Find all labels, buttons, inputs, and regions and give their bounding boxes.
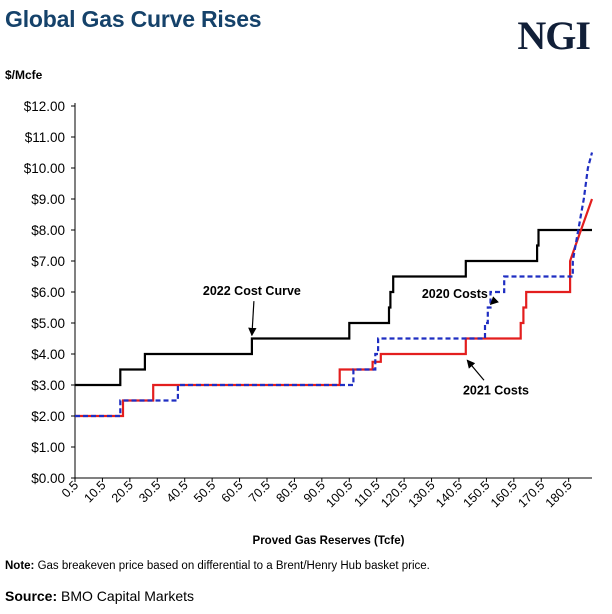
y-tick-label: $1.00 [31, 440, 65, 455]
y-tick-label: $5.00 [31, 316, 65, 331]
x-tick-label: 150.5 [461, 478, 493, 510]
x-tick-label: 80.5 [273, 478, 300, 505]
x-tick-label: 40.5 [164, 478, 191, 505]
ngi-logo: NGI [517, 13, 591, 58]
x-tick-label: 50.5 [191, 478, 218, 505]
x-tick-label: 30.5 [136, 478, 163, 505]
y-tick-label: $3.00 [31, 378, 65, 393]
y-tick-label: $8.00 [31, 223, 65, 238]
x-tick-label: 130.5 [406, 478, 438, 510]
y-axis-title: $/Mcfe [5, 68, 43, 82]
annotation-arrow [466, 359, 485, 381]
y-tick-label: $12.00 [24, 99, 65, 114]
source-label: Source: [5, 588, 58, 604]
note-label: Note: [5, 560, 35, 572]
x-tick-label: 120.5 [378, 478, 410, 510]
series-line-2020 [75, 152, 594, 418]
x-tick-label: 10.5 [81, 478, 108, 505]
y-tick-label: $9.00 [31, 192, 65, 207]
x-axis-title: Proved Gas Reserves (Tcfe) [253, 535, 405, 547]
x-tick-label: 110.5 [351, 478, 382, 509]
annotation-label: 2020 Costs [422, 287, 488, 301]
y-tick-label: $0.00 [31, 471, 65, 486]
annotation-label: 2022 Cost Curve [203, 284, 301, 298]
source-text: BMO Capital Markets [57, 588, 195, 604]
annotation-label: 2021 Costs [463, 383, 529, 397]
x-tick-label: 140.5 [433, 478, 465, 510]
source-line: Source: BMO Capital Markets [5, 588, 194, 604]
y-tick-label: $10.00 [24, 161, 65, 176]
x-tick-label: 180.5 [543, 478, 575, 510]
footnote: Note: Gas breakeven price based on diffe… [5, 560, 430, 572]
x-tick-label: 20.5 [109, 478, 136, 505]
annotation-arrow [489, 296, 499, 305]
y-tick-label: $2.00 [31, 409, 65, 424]
x-tick-label: 100.5 [323, 478, 355, 510]
x-tick-label: 60.5 [219, 478, 246, 505]
series-line-2022 [75, 228, 592, 387]
annotation-arrow [248, 301, 257, 337]
x-tick-label: 170.5 [515, 478, 547, 510]
y-tick-label: $4.00 [31, 347, 65, 362]
x-tick-label: 160.5 [488, 478, 520, 510]
y-tick-label: $7.00 [31, 254, 65, 269]
note-text: Gas breakeven price based on differentia… [34, 560, 430, 572]
chart-title: Global Gas Curve Rises [5, 6, 262, 32]
x-tick-label: 70.5 [246, 478, 273, 505]
y-tick-label: $11.00 [25, 130, 65, 145]
gas-cost-curve-chart: $0.00 $1.00 $2.00 $3.00 $4.00 $5.00 $6.00 $7.00… [24, 99, 594, 547]
y-tick-label: $6.00 [31, 285, 65, 300]
